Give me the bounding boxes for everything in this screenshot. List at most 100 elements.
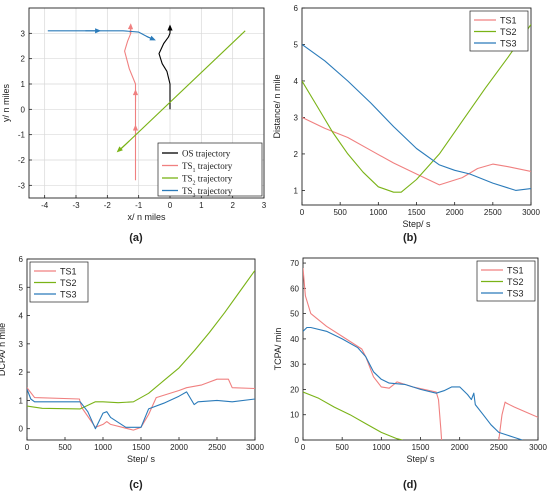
x-axis-label: Step/ s (402, 219, 431, 229)
y-tick-label: 3 (294, 113, 299, 122)
x-tick-label: 1500 (412, 443, 430, 452)
caption-b: (b) (403, 232, 417, 244)
x-tick-label: 1500 (408, 208, 426, 217)
x-tick-label: 500 (58, 443, 72, 452)
x-tick-label: 500 (333, 208, 347, 217)
x-tick-label: 3000 (246, 443, 264, 452)
x-tick-label: 500 (335, 443, 349, 452)
x-tick-label: 3000 (529, 443, 547, 452)
x-tick-label: 0 (25, 443, 30, 452)
y-tick-label: -3 (18, 181, 26, 190)
x-tick-label: -3 (72, 201, 80, 210)
y-tick-label: 50 (290, 310, 299, 319)
legend-label: TS2 (500, 27, 517, 37)
series-line-ts3 (303, 328, 522, 441)
x-tick-label: 3 (262, 201, 267, 210)
x-tick-label: 2000 (446, 208, 464, 217)
y-tick-label: 6 (19, 255, 24, 264)
legend-label: TS3 (500, 39, 517, 49)
x-tick-label: 1000 (94, 443, 112, 452)
y-axis-label: TCPA/ min (273, 328, 283, 371)
x-tick-label: 2500 (490, 443, 508, 452)
panel-d-tcpa-plot: 0 500 1000 1500 2000 2500 3000 0 10 20 30 40 50 60 70 S… (273, 258, 547, 464)
series-line-os-trajectory (159, 26, 170, 110)
y-tick-label: -1 (18, 131, 26, 140)
caption-c: (c) (129, 479, 143, 491)
y-tick-label: 70 (290, 259, 299, 268)
y-tick-label: 60 (290, 284, 299, 293)
y-tick-label: 0 (21, 105, 26, 114)
legend-label: OS trajectory (182, 149, 231, 159)
direction-arrow-head (167, 25, 172, 31)
x-tick-label: 2 (230, 201, 235, 210)
y-tick-label: 0 (19, 425, 24, 434)
x-tick-label: -2 (104, 201, 112, 210)
caption-a: (a) (129, 232, 143, 244)
y-tick-label: 6 (294, 4, 299, 13)
series-line-ts1 (27, 379, 255, 430)
legend-label: TS1 (500, 16, 517, 26)
direction-arrow-shaft (121, 141, 129, 148)
direction-arrow-head (128, 23, 133, 29)
y-axis-label: y/ n miles (1, 83, 11, 122)
y-tick-label: 20 (290, 385, 299, 394)
direction-arrow-head (95, 28, 101, 33)
x-tick-label: 2500 (208, 443, 226, 452)
y-tick-label: 2 (294, 150, 299, 159)
y-tick-label: 10 (290, 411, 299, 420)
y-tick-label: 40 (290, 335, 299, 344)
series-line-ts2 (303, 392, 403, 440)
series-line-ts1-trajectory (125, 26, 136, 181)
x-axis-label: Step/ s (127, 454, 156, 464)
panel-a-trajectory-plot: -4 -3 -2 -1 0 1 2 3 -3 -2 -1 0 1 2 3 x/ n miles y/ n mil… (1, 8, 267, 222)
x-axis-label: Step/ s (406, 454, 435, 464)
y-tick-label: 1 (21, 80, 26, 89)
legend-label: TS1 (507, 266, 524, 276)
x-tick-label: 1000 (372, 443, 390, 452)
legend-label: TS1 (60, 267, 77, 277)
x-tick-label: 2000 (451, 443, 469, 452)
series-line-ts3 (302, 45, 531, 191)
y-axis-label: Distance/ n mile (272, 74, 282, 138)
y-axis-label: DCPA/ n mile (0, 323, 7, 376)
y-tick-label: 2 (19, 368, 24, 377)
x-tick-label: 0 (301, 443, 306, 452)
direction-arrow-shaft (147, 36, 151, 38)
x-tick-label: 1500 (132, 443, 150, 452)
y-tick-label: 3 (19, 340, 24, 349)
legend-label: TS2 (507, 277, 524, 287)
x-tick-label: 1 (199, 201, 204, 210)
y-tick-label: -2 (18, 156, 26, 165)
x-axis-label: x/ n miles (127, 212, 166, 222)
caption-d: (d) (403, 479, 417, 491)
x-tick-label: 2500 (484, 208, 502, 217)
y-tick-label: 30 (290, 360, 299, 369)
y-tick-label: 4 (294, 77, 299, 86)
x-tick-label: 1000 (369, 208, 387, 217)
x-tick-label: -4 (41, 201, 49, 210)
direction-arrow-head (133, 125, 138, 131)
y-tick-label: 5 (19, 283, 24, 292)
series-line-ts1 (302, 117, 531, 184)
x-tick-label: 3000 (522, 208, 540, 217)
y-tick-label: 2 (21, 55, 26, 64)
panel-b-distance-plot: 0 500 1000 1500 2000 2500 3000 1 2 3 4 5 6 Step/ s Dis… (272, 4, 540, 229)
y-tick-label: 4 (19, 312, 24, 321)
x-tick-label: 2000 (170, 443, 188, 452)
x-tick-label: 0 (300, 208, 305, 217)
x-tick-label: 0 (168, 201, 173, 210)
y-tick-label: 5 (294, 40, 299, 49)
legend-label: TS3 (507, 289, 524, 299)
panel-c-dcpa-plot: 0 500 1000 1500 2000 2500 3000 0 1 2 3 4 5 6 Step/ s DC… (0, 255, 264, 464)
direction-arrow-head (133, 89, 138, 95)
y-tick-label: 3 (21, 29, 26, 38)
series-line-ts1 (303, 268, 442, 440)
x-tick-label: -1 (135, 201, 143, 210)
y-tick-label: 0 (295, 436, 300, 445)
y-tick-label: 1 (19, 396, 24, 405)
legend-label: TS3 (60, 290, 77, 300)
legend-label: TS2 (60, 278, 77, 288)
y-tick-label: 1 (294, 186, 299, 195)
legend-label: TS3 trajectory (182, 186, 233, 199)
